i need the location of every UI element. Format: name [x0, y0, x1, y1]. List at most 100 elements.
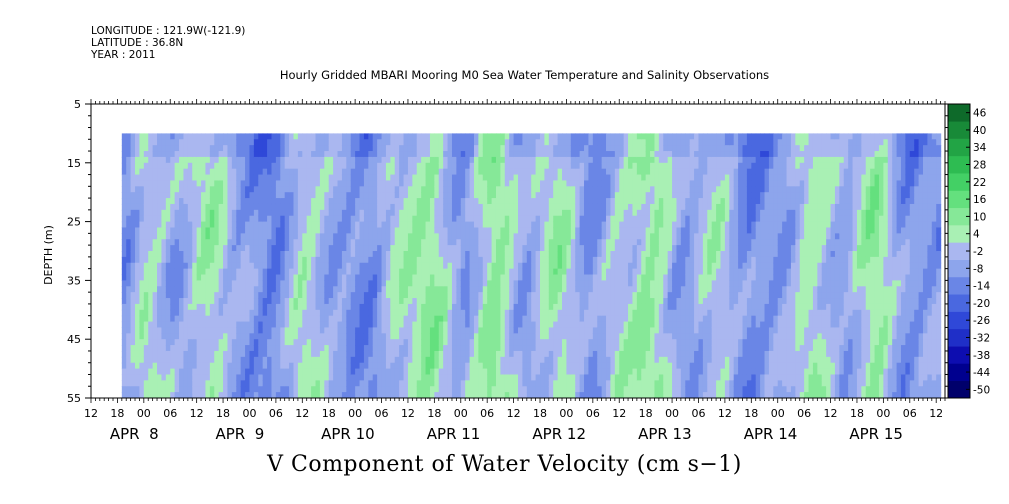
heatmap-cell — [562, 162, 568, 170]
heatmap-cell — [412, 162, 418, 170]
heatmap-cell — [447, 327, 453, 334]
heatmap-cell — [245, 227, 251, 234]
heatmap-cell — [438, 362, 444, 370]
heatmap-cell — [606, 186, 612, 193]
heatmap-cell — [588, 356, 594, 364]
heatmap-cell — [333, 162, 339, 170]
heatmap-cell — [478, 280, 484, 287]
heatmap-cell — [311, 239, 317, 246]
heatmap-cell — [601, 174, 607, 182]
heatmap-cell — [566, 350, 572, 358]
heatmap-cell — [333, 350, 339, 358]
heatmap-cell — [544, 339, 550, 346]
heatmap-cell — [368, 256, 374, 264]
heatmap-cell — [421, 286, 427, 293]
heatmap-cell — [491, 239, 497, 246]
heatmap-cell — [328, 256, 334, 264]
heatmap-cell — [121, 374, 127, 381]
heatmap-cell — [227, 162, 233, 170]
heatmap-cell — [584, 156, 590, 164]
heatmap-cell — [438, 145, 444, 152]
heatmap-cell — [487, 180, 493, 187]
heatmap-cell — [504, 151, 510, 158]
heatmap-cell — [179, 321, 185, 329]
heatmap-cell — [381, 309, 387, 317]
heatmap-cell — [139, 145, 145, 152]
heatmap-cell — [535, 374, 541, 381]
heatmap-cell — [152, 203, 158, 211]
heatmap-cell — [258, 303, 264, 311]
heatmap-cell — [478, 345, 484, 352]
heatmap-cell — [399, 268, 405, 276]
heatmap-cell — [297, 292, 303, 299]
heatmap-cell — [359, 286, 365, 293]
heatmap-cell — [562, 280, 568, 287]
heatmap-cell — [333, 174, 339, 182]
heatmap-cell — [544, 327, 550, 334]
heatmap-cell — [579, 286, 585, 293]
heatmap-cell — [557, 221, 563, 229]
heatmap-cell — [196, 286, 202, 293]
heatmap-cell — [500, 274, 506, 281]
heatmap-cell — [306, 203, 312, 211]
heatmap-cell — [429, 133, 435, 140]
heatmap-cell — [289, 180, 295, 187]
heatmap-cell — [135, 280, 141, 287]
heatmap-cell — [240, 251, 246, 258]
heatmap-cell — [240, 315, 246, 323]
heatmap-cell — [333, 221, 339, 229]
heatmap-cell — [447, 168, 453, 176]
heatmap-cell — [473, 292, 479, 299]
heatmap-cell — [425, 315, 431, 323]
heatmap-cell — [165, 239, 171, 246]
heatmap-cell — [575, 386, 581, 393]
heatmap-cell — [394, 227, 400, 234]
heatmap-cell — [187, 298, 193, 305]
heatmap-cell — [187, 245, 193, 252]
heatmap-cell — [245, 209, 251, 217]
heatmap-cell — [280, 192, 286, 199]
heatmap-cell — [535, 145, 541, 152]
heatmap-cell — [337, 209, 343, 217]
heatmap-cell — [377, 133, 383, 140]
heatmap-cell — [460, 145, 466, 152]
heatmap-cell — [337, 350, 343, 358]
heatmap-cell — [341, 292, 347, 299]
heatmap-cell — [407, 356, 413, 364]
heatmap-cell — [438, 292, 444, 299]
heatmap-cell — [513, 280, 519, 287]
heatmap-cell — [363, 168, 369, 176]
heatmap-cell — [187, 356, 193, 364]
heatmap-cell — [293, 151, 299, 158]
heatmap-cell — [429, 139, 435, 146]
heatmap-cell — [390, 262, 396, 270]
heatmap-cell — [143, 203, 149, 211]
heatmap-cell — [289, 233, 295, 240]
heatmap-cell — [324, 368, 330, 376]
heatmap-cell — [253, 256, 259, 264]
heatmap-cell — [280, 286, 286, 293]
heatmap-cell — [183, 309, 189, 317]
heatmap-cell — [434, 280, 440, 287]
heatmap-cell — [148, 209, 154, 217]
heatmap-cell — [245, 198, 251, 205]
heatmap-cell — [588, 386, 594, 393]
heatmap-cell — [540, 186, 546, 193]
heatmap-cell — [311, 227, 317, 234]
heatmap-cell — [394, 139, 400, 146]
heatmap-cell — [434, 321, 440, 329]
heatmap-cell — [187, 280, 193, 287]
heatmap-cell — [553, 280, 559, 287]
heatmap-cell — [187, 362, 193, 370]
heatmap-cell — [601, 245, 607, 252]
heatmap-cell — [465, 203, 471, 211]
heatmap-cell — [412, 262, 418, 270]
heatmap-cell — [271, 303, 277, 311]
heatmap-cell — [531, 286, 537, 293]
heatmap-cell — [381, 227, 387, 234]
heatmap-cell — [284, 227, 290, 234]
heatmap-cell — [390, 186, 396, 193]
heatmap-cell — [473, 180, 479, 187]
heatmap-cell — [447, 256, 453, 264]
heatmap-cell — [245, 251, 251, 258]
